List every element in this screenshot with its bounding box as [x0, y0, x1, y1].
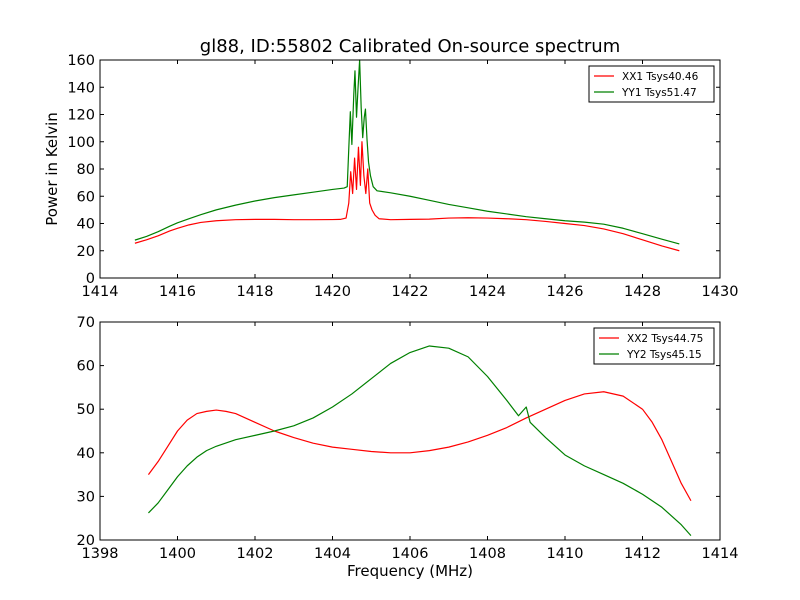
top-x-tick-label: 1424 [469, 284, 506, 300]
top-series-line-1 [134, 141, 680, 252]
bottom-x-axis-label: Frequency (MHz) [347, 562, 473, 580]
bottom-y-tick-label: 70 [77, 315, 95, 331]
top-y-tick-label: 20 [77, 244, 95, 260]
bottom-y-tick-label: 60 [77, 359, 95, 375]
top-legend-entry-2: YY1 Tsys51.47 [621, 87, 697, 99]
top-series-line-2 [134, 59, 680, 245]
bottom-series-line-2 [148, 345, 692, 537]
bottom-y-tick-label: 20 [77, 533, 95, 549]
bottom-legend-entry-1: XX2 Tsys44.75 [627, 333, 703, 345]
bottom-legend-box [593, 327, 715, 365]
top-y-tick-label: 160 [67, 53, 95, 69]
top-x-tick-label: 1430 [702, 284, 739, 300]
top-x-tick-label: 1418 [237, 284, 274, 300]
top-x-tick-label: 1414 [82, 284, 119, 300]
top-x-tick-label: 1422 [392, 284, 429, 300]
top-y-tick-label: 80 [77, 162, 95, 178]
bottom-y-tick-label: 50 [77, 402, 95, 418]
top-x-tick-label: 1416 [159, 284, 196, 300]
bottom-x-tick-label: 1414 [702, 546, 739, 562]
top-y-axis-label: Power in Kelvin [43, 112, 61, 226]
top-y-tick-label: 120 [67, 108, 95, 124]
top-y-tick-label: 60 [77, 189, 95, 205]
top-legend: XX1 Tsys40.46 YY1 Tsys51.47 [588, 65, 715, 103]
top-x-tick-label: 1428 [624, 284, 661, 300]
bottom-x-tick-label: 1408 [469, 546, 506, 562]
bottom-x-tick-label: 1402 [237, 546, 274, 562]
bottom-y-tick-label: 40 [77, 446, 95, 462]
top-y-tick-label: 40 [77, 217, 95, 233]
bottom-y-tick-label: 30 [77, 489, 95, 505]
top-legend-box [588, 65, 715, 103]
top-y-tick-label: 100 [67, 135, 95, 151]
bottom-x-tick-label: 1398 [82, 546, 119, 562]
top-y-tick-label: 140 [67, 80, 95, 96]
figure-title: gl88, ID:55802 Calibrated On-source spec… [200, 36, 620, 57]
bottom-legend-entry-2: YY2 Tsys45.15 [626, 349, 702, 361]
bottom-x-tick-label: 1412 [624, 546, 661, 562]
top-panel-plot: 1414 1416 1418 1420 1422 1424 1426 1428 1430 0 20 4… [43, 53, 738, 300]
bottom-legend: XX2 Tsys44.75 YY2 Tsys45.15 [593, 327, 715, 365]
bottom-x-tick-label: 1400 [159, 546, 196, 562]
bottom-x-tick-label: 1406 [392, 546, 429, 562]
top-x-tick-label: 1420 [314, 284, 351, 300]
bottom-x-tick-label: 1410 [547, 546, 584, 562]
top-y-tick-label: 0 [86, 271, 95, 287]
bottom-series-line-1 [147, 391, 692, 502]
top-legend-entry-1: XX1 Tsys40.46 [622, 71, 699, 83]
top-x-tick-label: 1426 [547, 284, 584, 300]
bottom-x-tick-label: 1404 [314, 546, 351, 562]
bottom-panel-plot: 1398 1400 1402 1404 1406 1408 1410 1412 1414 20 30… [77, 315, 739, 580]
